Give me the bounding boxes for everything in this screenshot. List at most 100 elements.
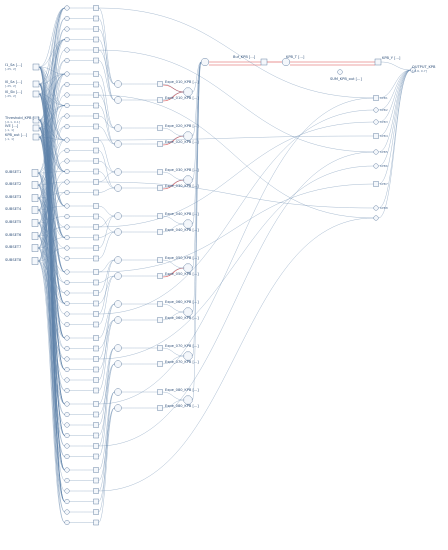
subsystem-box[interactable]	[31, 244, 39, 252]
weight-node[interactable]	[93, 47, 99, 53]
subsystem-box[interactable]	[31, 194, 39, 202]
weight-node[interactable]	[93, 269, 99, 275]
sum-node[interactable]	[114, 184, 122, 192]
aggregate-node[interactable]	[157, 213, 163, 219]
subsystem-box[interactable]	[31, 181, 39, 189]
weight-node[interactable]	[93, 356, 99, 362]
aggregate-node[interactable]	[157, 169, 163, 175]
weight-node[interactable]	[93, 36, 99, 43]
input-neuron[interactable]	[64, 422, 70, 428]
input-neuron[interactable]	[64, 203, 70, 209]
input-neuron[interactable]	[64, 123, 70, 129]
product-node[interactable]	[183, 395, 193, 405]
input-neuron[interactable]	[64, 499, 70, 505]
sum-node[interactable]	[114, 212, 122, 220]
weight-node[interactable]	[93, 477, 99, 484]
weight-node[interactable]	[93, 387, 99, 394]
sum-node[interactable]	[114, 316, 122, 324]
chain-product-node[interactable]	[201, 58, 209, 66]
weight-node[interactable]	[93, 255, 99, 262]
output-weight-node[interactable]	[373, 95, 379, 101]
weight-node[interactable]	[93, 71, 99, 77]
output-neuron[interactable]	[373, 119, 379, 125]
input-neuron[interactable]	[64, 346, 70, 352]
sum-node[interactable]	[114, 256, 122, 264]
weight-node[interactable]	[93, 5, 99, 11]
input-neuron[interactable]	[64, 478, 70, 484]
weight-node[interactable]	[93, 345, 99, 352]
sum-node[interactable]	[114, 360, 122, 368]
input-node[interactable]	[32, 133, 40, 141]
sum-node[interactable]	[114, 124, 122, 132]
input-node[interactable]	[32, 90, 40, 98]
weight-node[interactable]	[93, 432, 99, 439]
weight-node[interactable]	[93, 213, 99, 220]
sum-node[interactable]	[114, 344, 122, 352]
input-neuron[interactable]	[64, 16, 70, 22]
input-neuron[interactable]	[64, 147, 70, 153]
weight-node[interactable]	[93, 509, 99, 515]
weight-node[interactable]	[93, 26, 99, 32]
chain-node[interactable]	[260, 58, 268, 66]
weight-node[interactable]	[93, 411, 99, 418]
aggregate-node[interactable]	[157, 81, 163, 87]
sum-node[interactable]	[114, 404, 122, 412]
input-neuron[interactable]	[64, 335, 70, 341]
weight-node[interactable]	[93, 203, 99, 209]
weight-node[interactable]	[93, 123, 99, 130]
input-neuron[interactable]	[64, 26, 70, 32]
sum-node[interactable]	[114, 96, 122, 104]
weight-node[interactable]	[93, 102, 99, 109]
sum-node[interactable]	[114, 388, 122, 396]
product-node[interactable]	[183, 219, 193, 229]
weight-node[interactable]	[93, 279, 99, 286]
sum-node[interactable]	[114, 168, 122, 176]
weight-node[interactable]	[93, 311, 99, 317]
input-neuron[interactable]	[64, 58, 70, 64]
input-neuron[interactable]	[64, 102, 70, 108]
output-neuron[interactable]	[373, 163, 379, 169]
subsystem-box[interactable]	[31, 219, 39, 227]
weight-node[interactable]	[93, 498, 99, 505]
weight-node[interactable]	[93, 377, 99, 383]
input-neuron[interactable]	[64, 443, 70, 449]
input-neuron[interactable]	[64, 189, 70, 195]
input-neuron[interactable]	[64, 433, 70, 439]
input-neuron[interactable]	[64, 401, 70, 407]
input-neuron[interactable]	[64, 137, 70, 143]
input-neuron[interactable]	[64, 168, 70, 174]
input-neuron[interactable]	[64, 509, 70, 515]
input-neuron[interactable]	[64, 81, 70, 87]
input-neuron[interactable]	[64, 488, 70, 494]
input-neuron[interactable]	[64, 71, 70, 77]
weight-node[interactable]	[93, 113, 99, 119]
input-neuron[interactable]	[64, 280, 70, 286]
weight-node[interactable]	[93, 57, 99, 64]
input-neuron[interactable]	[64, 367, 70, 373]
weight-node[interactable]	[93, 224, 99, 230]
sum-node[interactable]	[114, 228, 122, 236]
sum-node[interactable]	[114, 300, 122, 308]
weight-node[interactable]	[93, 335, 99, 341]
aggregate-node[interactable]	[157, 273, 163, 279]
subsystem-box[interactable]	[31, 169, 39, 177]
weight-node[interactable]	[93, 290, 99, 296]
product-node[interactable]	[183, 131, 193, 141]
input-neuron[interactable]	[64, 179, 70, 185]
input-neuron[interactable]	[64, 213, 70, 219]
input-neuron[interactable]	[64, 388, 70, 394]
aux-node[interactable]	[337, 69, 343, 75]
weight-node[interactable]	[93, 168, 99, 175]
chain-product-node[interactable]	[282, 58, 290, 66]
weight-node[interactable]	[93, 81, 99, 88]
input-node[interactable]	[32, 63, 40, 71]
weight-node[interactable]	[93, 467, 99, 473]
subsystem-box[interactable]	[31, 206, 39, 214]
subsystem-box[interactable]	[31, 257, 39, 265]
product-node[interactable]	[183, 175, 193, 185]
aggregate-node[interactable]	[157, 317, 163, 323]
aggregate-node[interactable]	[157, 345, 163, 351]
weight-node[interactable]	[93, 147, 99, 154]
input-neuron[interactable]	[64, 158, 70, 164]
weight-node[interactable]	[93, 245, 99, 251]
